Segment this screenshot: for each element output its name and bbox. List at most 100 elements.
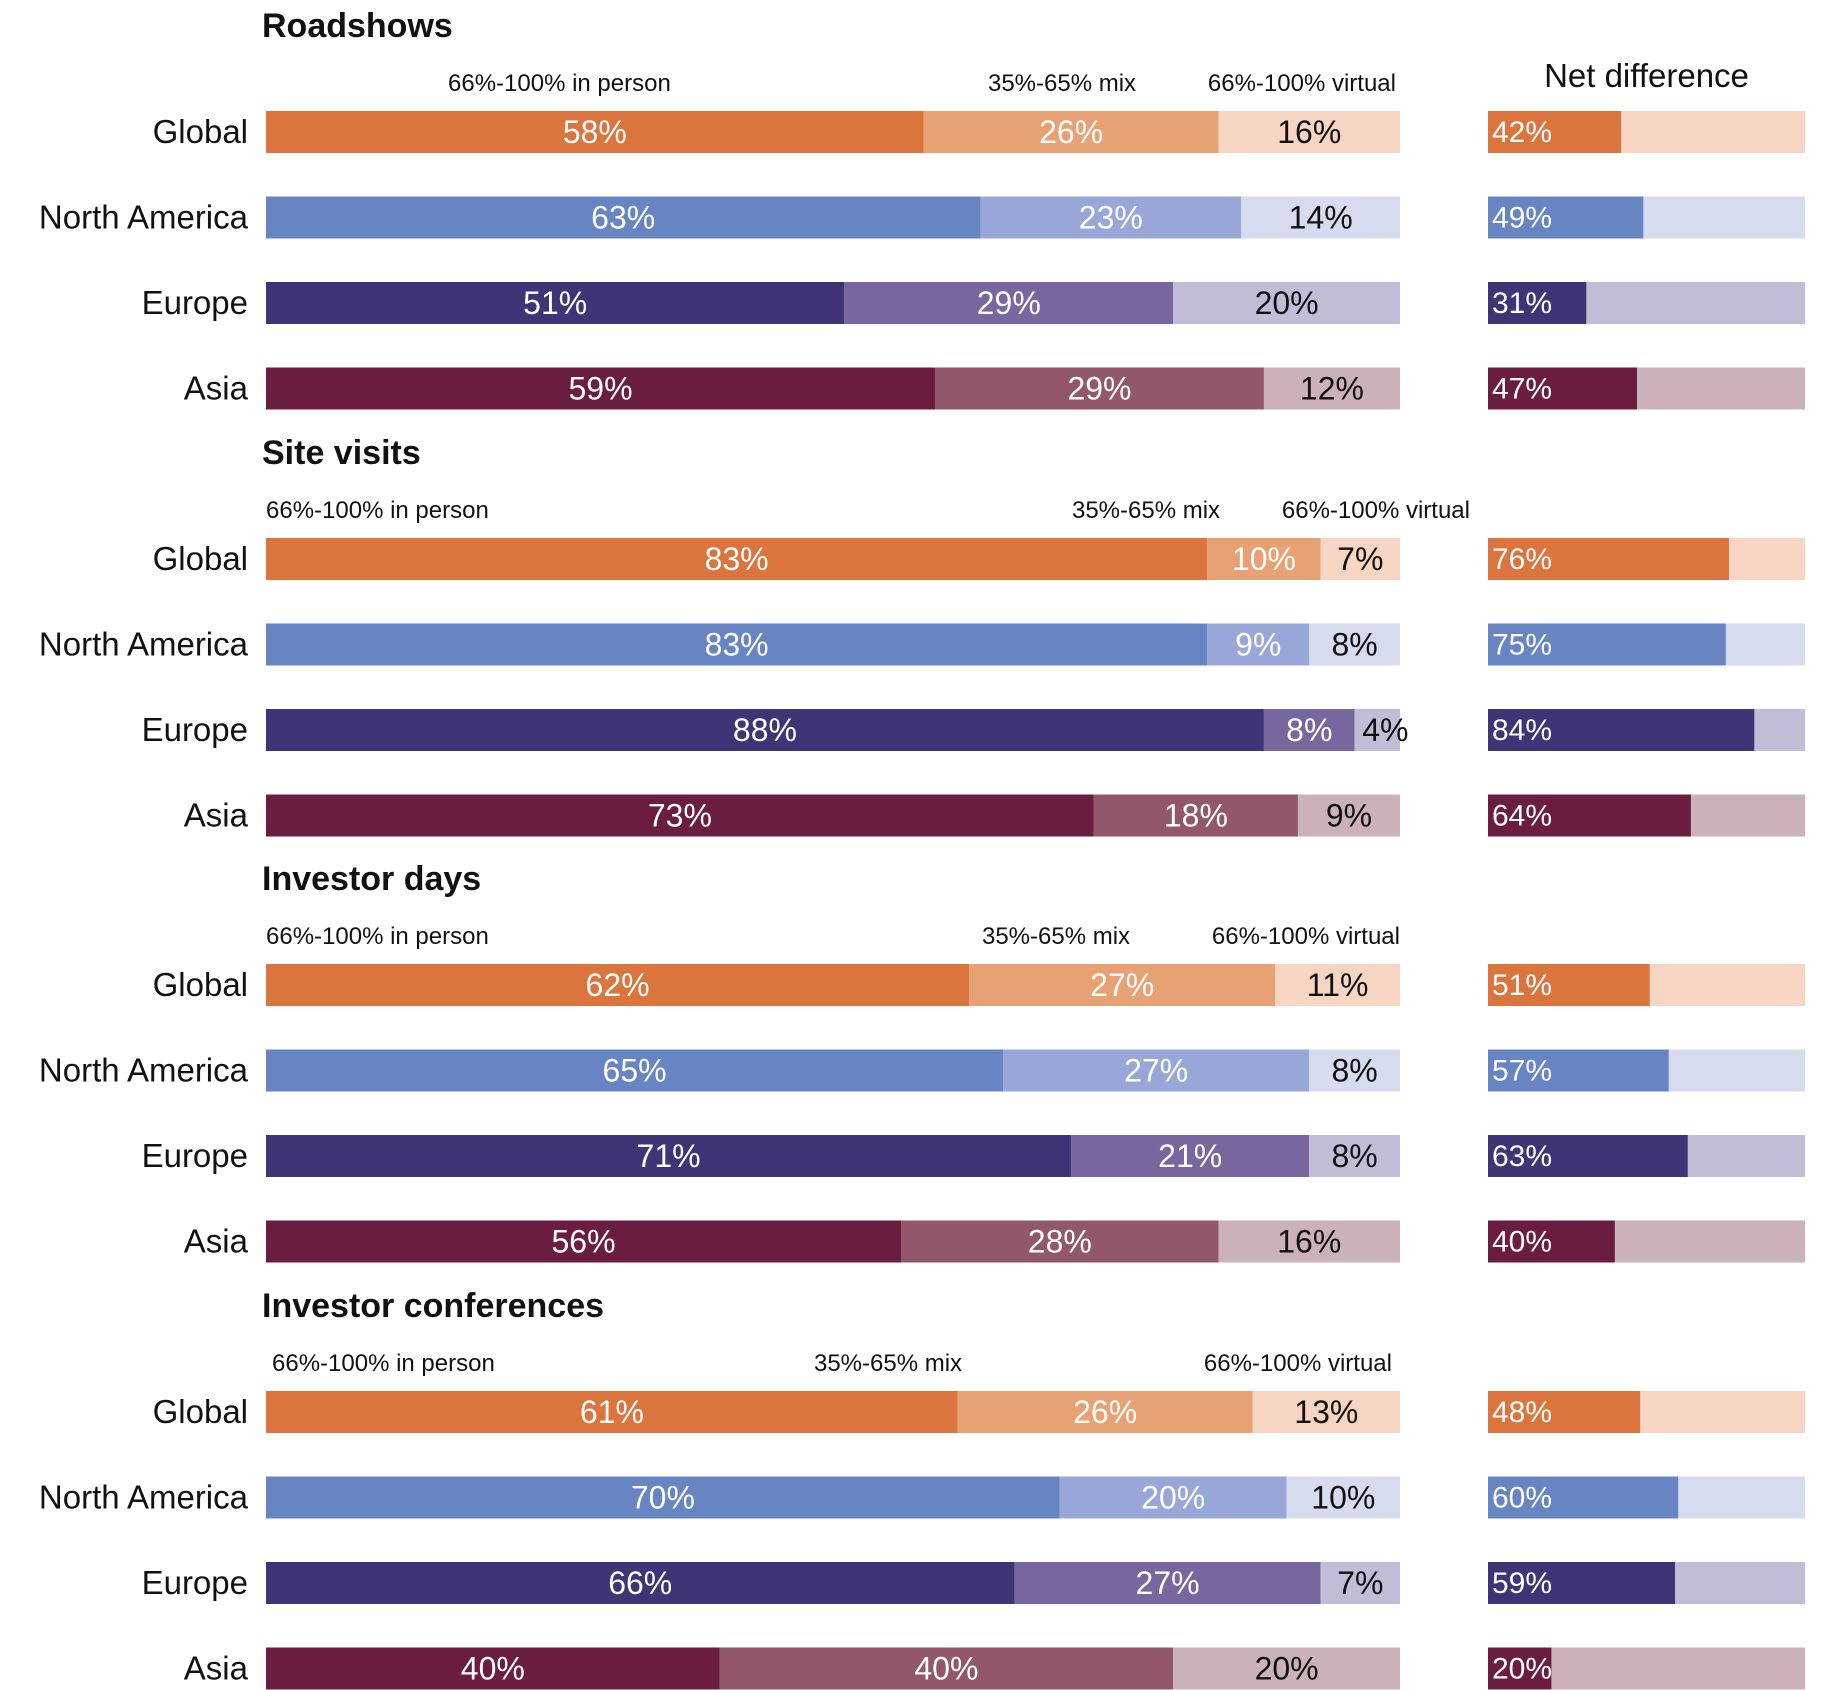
bar-segment-in-person-asia-investor-conferences — [266, 1647, 720, 1690]
data-label-mix-global-roadshows: 26% — [1039, 114, 1103, 150]
data-label-mix-global-investor-conferences: 26% — [1073, 1394, 1137, 1430]
net-label-global-roadshows: 42% — [1492, 116, 1552, 149]
net-label-europe-investor-conferences: 59% — [1492, 1567, 1552, 1600]
column-header-virtual-site-visits: 66%-100% virtual — [1282, 497, 1470, 524]
row-label-global-site-visits: Global — [153, 540, 248, 577]
bar-segment-in-person-europe-site-visits — [266, 709, 1264, 751]
data-label-mix-europe-investor-conferences: 27% — [1136, 1565, 1200, 1601]
data-label-virtual-north-america-roadshows: 14% — [1289, 200, 1353, 236]
bar-segment-virtual-north-america-roadshows — [1241, 196, 1400, 239]
bar-segment-mix-europe-investor-conferences — [1014, 1562, 1321, 1604]
bar-segment-mix-north-america-investor-days — [1003, 1049, 1310, 1092]
bar-segment-in-person-global-site-visits — [266, 538, 1208, 580]
bar-segment-mix-asia-investor-days — [901, 1220, 1219, 1263]
column-header-virtual-investor-conferences: 66%-100% virtual — [1204, 1350, 1392, 1377]
section-title-investor-days: Investor days — [262, 860, 481, 898]
row-label-north-america-site-visits: North America — [39, 626, 249, 663]
data-label-mix-asia-investor-days: 28% — [1028, 1224, 1092, 1260]
bar-segment-in-person-europe-investor-conferences — [266, 1562, 1015, 1604]
column-header-mix-site-visits: 35%-65% mix — [1072, 497, 1220, 524]
net-bar-north-america-investor-days — [1488, 1049, 1669, 1092]
net-label-europe-roadshows: 31% — [1492, 287, 1552, 320]
bar-segment-virtual-europe-investor-days — [1309, 1135, 1400, 1177]
net-label-asia-investor-days: 40% — [1492, 1226, 1552, 1259]
data-label-in-person-europe-site-visits: 88% — [733, 712, 797, 748]
data-label-mix-north-america-roadshows: 23% — [1079, 200, 1143, 236]
bar-segment-virtual-europe-roadshows — [1173, 282, 1400, 324]
bar-segment-virtual-global-roadshows — [1218, 111, 1400, 153]
bar-segment-in-person-global-roadshows — [266, 111, 924, 153]
data-label-virtual-europe-investor-days: 8% — [1332, 1138, 1378, 1174]
bar-segment-in-person-asia-site-visits — [266, 794, 1094, 837]
bar-segment-virtual-asia-investor-days — [1218, 1220, 1400, 1263]
data-label-in-person-europe-investor-conferences: 66% — [608, 1565, 672, 1601]
bar-segment-in-person-global-investor-conferences — [266, 1391, 958, 1433]
bar-segment-virtual-global-investor-days — [1275, 964, 1400, 1006]
row-label-global-investor-days: Global — [153, 966, 248, 1003]
net-bar-global-investor-conferences — [1488, 1391, 1641, 1433]
bar-segment-in-person-asia-roadshows — [266, 367, 936, 410]
data-label-in-person-europe-roadshows: 51% — [523, 285, 587, 321]
row-label-europe-site-visits: Europe — [142, 711, 248, 748]
section-title-site-visits: Site visits — [262, 434, 421, 472]
net-label-north-america-investor-days: 57% — [1492, 1055, 1552, 1088]
net-label-asia-roadshows: 47% — [1492, 373, 1552, 406]
data-label-in-person-europe-investor-days: 71% — [637, 1138, 701, 1174]
bar-segment-mix-north-america-site-visits — [1207, 623, 1310, 666]
bar-segment-virtual-global-investor-conferences — [1252, 1391, 1400, 1433]
data-label-virtual-europe-roadshows: 20% — [1255, 285, 1319, 321]
data-label-in-person-asia-investor-conferences: 40% — [461, 1651, 525, 1687]
data-label-mix-asia-roadshows: 29% — [1067, 371, 1131, 407]
bar-segment-mix-europe-roadshows — [844, 282, 1174, 324]
data-label-mix-global-site-visits: 10% — [1232, 541, 1296, 577]
net-bar-north-america-roadshows — [1488, 196, 1644, 239]
data-label-in-person-north-america-investor-days: 65% — [603, 1053, 667, 1089]
bar-segment-mix-global-investor-conferences — [957, 1391, 1253, 1433]
bar-segment-in-person-europe-roadshows — [266, 282, 845, 324]
data-label-in-person-global-investor-conferences: 61% — [580, 1394, 644, 1430]
bar-segment-virtual-europe-site-visits — [1354, 709, 1400, 751]
bar-segment-virtual-north-america-investor-days — [1309, 1049, 1400, 1092]
net-label-global-site-visits: 76% — [1492, 543, 1552, 576]
net-label-europe-investor-days: 63% — [1492, 1140, 1552, 1173]
net-label-asia-site-visits: 64% — [1492, 800, 1552, 833]
bar-segment-in-person-global-investor-days — [266, 964, 970, 1006]
data-label-virtual-north-america-investor-days: 8% — [1332, 1053, 1378, 1089]
data-label-virtual-europe-site-visits: 4% — [1362, 712, 1408, 748]
column-header-in-person-site-visits: 66%-100% in person — [266, 497, 489, 524]
bar-segment-mix-europe-site-visits — [1263, 709, 1355, 751]
bar-segment-mix-global-investor-days — [969, 964, 1276, 1006]
bar-segment-mix-europe-investor-days — [1071, 1135, 1310, 1177]
data-label-virtual-asia-roadshows: 12% — [1300, 371, 1364, 407]
net-bar-asia-investor-days — [1488, 1220, 1615, 1263]
bar-segment-mix-north-america-roadshows — [980, 196, 1242, 239]
bar-segment-virtual-asia-site-visits — [1297, 794, 1400, 837]
data-label-virtual-global-roadshows: 16% — [1277, 114, 1341, 150]
data-label-in-person-north-america-roadshows: 63% — [591, 200, 655, 236]
column-header-virtual-investor-days: 66%-100% virtual — [1212, 923, 1400, 950]
data-label-virtual-asia-investor-conferences: 20% — [1255, 1651, 1319, 1687]
data-label-virtual-global-site-visits: 7% — [1337, 541, 1383, 577]
bar-segment-in-person-north-america-roadshows — [266, 196, 981, 239]
data-label-virtual-north-america-site-visits: 8% — [1332, 627, 1378, 663]
bar-segment-virtual-asia-roadshows — [1263, 367, 1400, 410]
row-label-asia-investor-days: Asia — [184, 1223, 249, 1260]
data-label-mix-europe-roadshows: 29% — [977, 285, 1041, 321]
data-label-in-person-global-roadshows: 58% — [563, 114, 627, 150]
data-label-mix-asia-site-visits: 18% — [1164, 798, 1228, 834]
data-label-mix-europe-investor-days: 21% — [1158, 1138, 1222, 1174]
data-label-virtual-europe-investor-conferences: 7% — [1337, 1565, 1383, 1601]
net-bar-europe-investor-days — [1488, 1135, 1688, 1177]
bar-segment-virtual-asia-investor-conferences — [1173, 1647, 1400, 1690]
bar-segment-virtual-europe-investor-conferences — [1320, 1562, 1400, 1604]
data-label-in-person-asia-investor-days: 56% — [551, 1224, 615, 1260]
data-label-virtual-asia-investor-days: 16% — [1277, 1224, 1341, 1260]
row-label-global-investor-conferences: Global — [153, 1393, 248, 1430]
row-label-asia-investor-conferences: Asia — [184, 1650, 249, 1687]
net-bar-north-america-site-visits — [1488, 623, 1726, 666]
row-label-asia-roadshows: Asia — [184, 370, 249, 407]
column-header-mix-roadshows: 35%-65% mix — [988, 70, 1136, 97]
net-label-north-america-site-visits: 75% — [1492, 629, 1552, 662]
net-label-global-investor-conferences: 48% — [1492, 1396, 1552, 1429]
